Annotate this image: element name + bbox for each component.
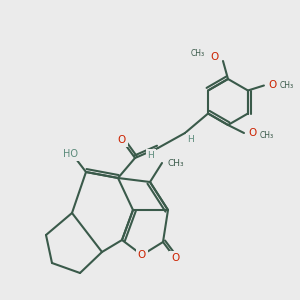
Text: O: O	[138, 250, 146, 260]
Text: CH₃: CH₃	[280, 81, 294, 90]
Text: CH₃: CH₃	[260, 130, 274, 140]
Text: H: H	[188, 134, 194, 143]
Text: O: O	[171, 253, 179, 263]
Text: O: O	[211, 52, 219, 62]
Text: HO: HO	[64, 149, 79, 159]
Text: O: O	[248, 128, 256, 138]
Text: H: H	[148, 151, 154, 160]
Text: O: O	[268, 80, 276, 91]
Text: CH₃: CH₃	[191, 49, 205, 58]
Text: O: O	[118, 135, 126, 145]
Text: CH₃: CH₃	[168, 158, 184, 167]
